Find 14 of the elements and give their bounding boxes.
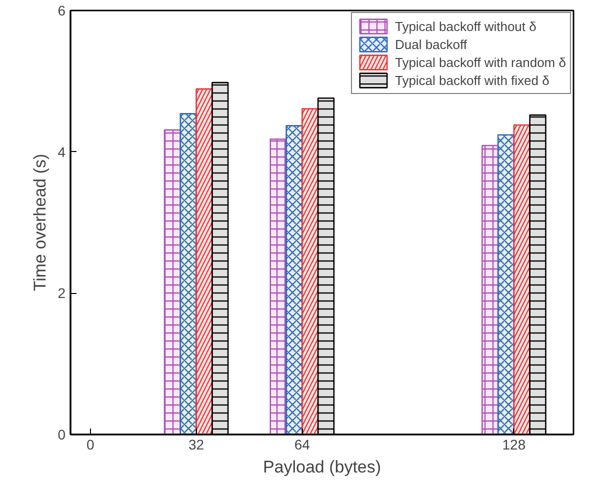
y-axis-title: Time overhead (s) bbox=[30, 154, 50, 292]
legend-label: Typical backoff with random δ bbox=[394, 54, 566, 71]
legend-label: Dual backoff bbox=[394, 36, 467, 53]
y-tick-label: 2 bbox=[58, 285, 66, 302]
x-tick-label: 128 bbox=[502, 436, 526, 452]
x-tick-label: 32 bbox=[188, 436, 204, 452]
x-tick-label: 0 bbox=[86, 436, 94, 452]
legend-label: Typical backoff without δ bbox=[394, 18, 536, 35]
x-tick-label: 64 bbox=[294, 436, 310, 452]
y-tick-label: 0 bbox=[58, 426, 66, 442]
x-axis-title: Payload (bytes) bbox=[262, 458, 382, 476]
y-tick-label: 4 bbox=[58, 144, 66, 160]
legend-label: Typical backoff with fixed δ bbox=[394, 72, 550, 89]
y-tick-label: 6 bbox=[58, 2, 66, 18]
